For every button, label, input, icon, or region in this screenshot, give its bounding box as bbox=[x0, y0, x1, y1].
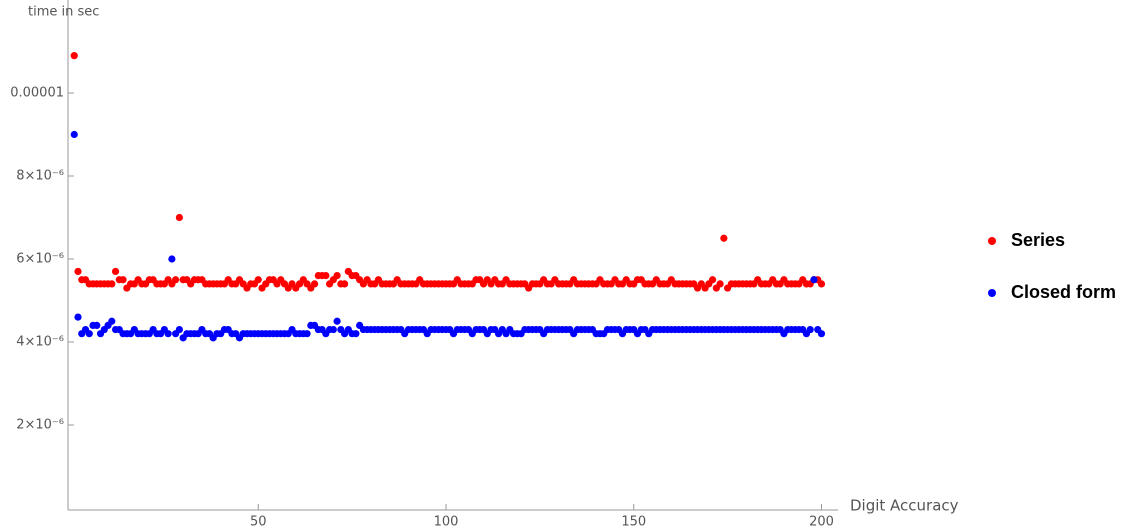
y-tick-label: 4×10⁻⁶ bbox=[16, 335, 64, 350]
point bbox=[119, 276, 127, 284]
point bbox=[175, 213, 183, 222]
point bbox=[720, 234, 728, 242]
point bbox=[108, 317, 116, 325]
point bbox=[716, 280, 724, 288]
point bbox=[352, 330, 360, 338]
point bbox=[254, 276, 262, 284]
point bbox=[111, 267, 120, 276]
point bbox=[168, 255, 176, 263]
point bbox=[810, 276, 818, 284]
point bbox=[806, 325, 814, 334]
y-tick-label: 8×10⁻⁶ bbox=[16, 169, 64, 184]
point bbox=[74, 313, 82, 321]
legend-marker bbox=[988, 289, 996, 297]
point bbox=[322, 272, 330, 280]
legend-marker bbox=[988, 237, 996, 245]
point bbox=[172, 276, 180, 284]
point bbox=[303, 330, 311, 338]
y-tick-label: 2×10⁻⁶ bbox=[16, 418, 64, 433]
legend-label: Closed form bbox=[1011, 282, 1116, 302]
point bbox=[164, 330, 172, 338]
point bbox=[85, 330, 93, 338]
x-tick-label: 100 bbox=[434, 515, 459, 530]
x-tick-label: 200 bbox=[809, 515, 834, 530]
point bbox=[329, 325, 337, 334]
point bbox=[74, 267, 82, 276]
point bbox=[341, 280, 349, 288]
x-tick-label: 150 bbox=[621, 515, 646, 530]
point bbox=[333, 272, 341, 280]
x-axis-label: Digit Accuracy bbox=[850, 497, 959, 515]
point bbox=[333, 317, 341, 325]
x-tick-label: 50 bbox=[250, 515, 267, 530]
point bbox=[70, 52, 78, 60]
point bbox=[175, 325, 183, 334]
point bbox=[70, 130, 78, 139]
y-axis-label: time in sec bbox=[28, 5, 99, 20]
legend-label: Series bbox=[1011, 230, 1065, 250]
y-tick-label: 6×10⁻⁶ bbox=[16, 252, 64, 267]
point bbox=[817, 330, 826, 338]
point bbox=[108, 280, 116, 288]
y-tick-label: 0.00001 bbox=[10, 86, 64, 101]
point bbox=[708, 276, 717, 284]
point bbox=[93, 321, 101, 329]
point bbox=[310, 280, 319, 288]
point bbox=[817, 280, 826, 288]
